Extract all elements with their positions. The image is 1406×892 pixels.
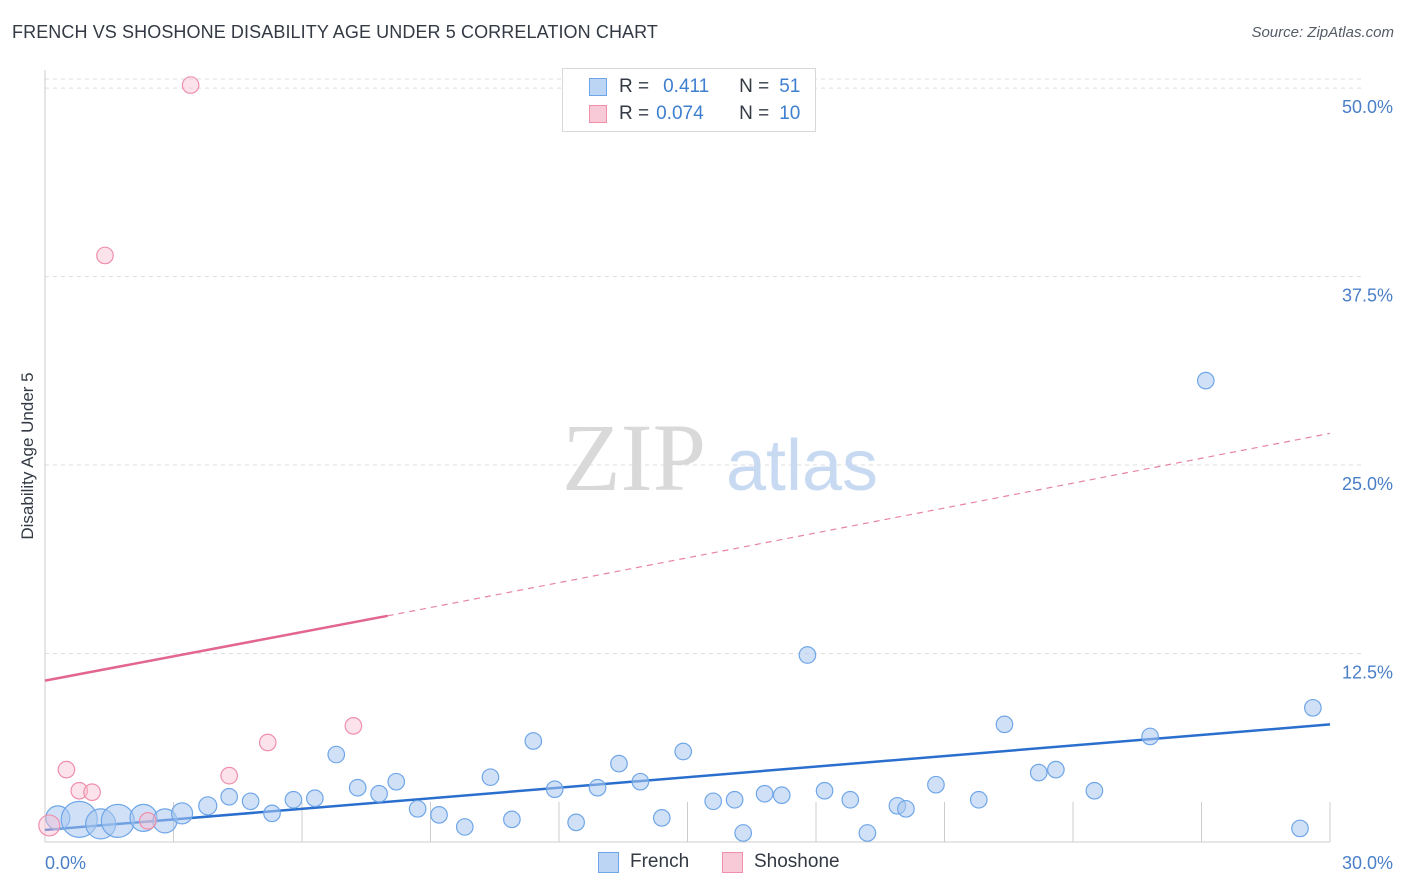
x-tick-label-min: 0.0% xyxy=(45,853,86,873)
source-label: Source: ZipAtlas.com xyxy=(1251,24,1394,41)
french-n-label: N = xyxy=(739,76,770,97)
french-point xyxy=(815,781,834,800)
legend-row-shoshone: R = 0.074 N = 10 xyxy=(589,102,800,126)
french-point xyxy=(588,778,607,797)
french-point xyxy=(481,768,500,787)
x-tick-label-max: 30.0% xyxy=(1342,853,1393,873)
french-point xyxy=(1291,819,1309,838)
shoshone-n-label: N = xyxy=(739,103,770,124)
french-point xyxy=(897,799,915,818)
legend-item-french[interactable]: French xyxy=(598,851,689,873)
legend-item-shoshone[interactable]: Shoshone xyxy=(722,851,840,873)
french-point xyxy=(631,772,650,791)
french-trend-line xyxy=(44,723,1331,832)
french-point xyxy=(100,803,135,838)
french-point xyxy=(503,810,521,829)
french-point xyxy=(725,790,744,809)
y-tick-label: 50.0% xyxy=(1342,97,1393,117)
french-point xyxy=(1047,760,1065,779)
legend-row-french: R = 0.411 N = 51 xyxy=(589,75,800,99)
shoshone-r-value: 0.074 xyxy=(656,103,704,124)
french-point xyxy=(545,780,564,799)
french-point xyxy=(170,802,194,825)
shoshone-point xyxy=(70,781,89,800)
french-legend-swatch xyxy=(598,851,619,873)
series-legend: French Shoshone xyxy=(0,851,1406,877)
french-swatch xyxy=(589,78,607,96)
chart-title: FRENCH VS SHOSHONE DISABILITY AGE UNDER … xyxy=(12,22,659,42)
french-point xyxy=(241,792,260,811)
french-point xyxy=(370,784,388,803)
tick-labels: 12.5% 25.0% 37.5% 50.0% 0.0% 30.0% xyxy=(45,97,1393,873)
shoshone-r-label: R = xyxy=(619,103,650,124)
french-point xyxy=(1304,698,1322,717)
shoshone-point xyxy=(83,783,101,802)
french-point xyxy=(995,715,1014,734)
french-point xyxy=(858,824,877,842)
french-point xyxy=(1085,781,1104,800)
watermark: ZIP atlas xyxy=(562,404,878,511)
french-point xyxy=(306,789,324,808)
shoshone-legend-swatch xyxy=(722,851,743,873)
french-point xyxy=(927,775,945,794)
shoshone-point xyxy=(258,733,277,752)
french-point xyxy=(969,790,988,809)
shoshone-swatch xyxy=(589,105,607,123)
shoshone-point xyxy=(57,760,76,779)
french-point xyxy=(772,786,791,805)
french-point xyxy=(610,754,628,773)
y-tick-label: 37.5% xyxy=(1342,286,1393,306)
french-point xyxy=(348,778,367,797)
french-point xyxy=(734,824,753,842)
shoshone-point xyxy=(181,76,200,94)
watermark-atlas: atlas xyxy=(726,426,878,506)
gridlines xyxy=(45,78,1365,655)
shoshone-point xyxy=(96,246,114,265)
shoshone-legend-label: Shoshone xyxy=(754,851,840,872)
french-point xyxy=(1141,727,1159,746)
data-points xyxy=(38,76,1322,842)
french-point xyxy=(263,804,281,823)
shoshone-point xyxy=(138,812,157,830)
french-point xyxy=(284,790,303,809)
french-point xyxy=(674,742,693,761)
shoshone-trend-extension xyxy=(387,432,1331,617)
french-r-label: R = xyxy=(619,76,650,97)
french-point xyxy=(387,772,406,791)
correlation-legend: R = 0.411 N = 51 R = 0.074 N = 10 xyxy=(562,68,816,132)
french-point xyxy=(524,732,543,750)
french-point xyxy=(1029,763,1048,782)
french-r-value: 0.411 xyxy=(663,76,710,97)
shoshone-trend-line xyxy=(44,614,388,682)
shoshone-point xyxy=(220,766,239,785)
y-tick-label: 25.0% xyxy=(1342,474,1393,494)
french-point xyxy=(755,784,774,803)
french-point xyxy=(652,809,671,827)
french-point xyxy=(704,792,723,811)
y-tick-label: 12.5% xyxy=(1342,663,1393,683)
french-point xyxy=(1196,371,1215,390)
french-point xyxy=(430,806,448,824)
axes xyxy=(44,70,1331,843)
french-n-value: 51 xyxy=(779,76,801,97)
shoshone-n-value: 10 xyxy=(779,103,801,124)
french-point xyxy=(198,796,218,816)
french-point xyxy=(408,799,427,818)
trend-lines xyxy=(44,432,1331,832)
french-point xyxy=(455,818,474,836)
french-point xyxy=(798,646,817,664)
french-point xyxy=(327,745,346,764)
watermark-zip: ZIP xyxy=(562,404,706,511)
shoshone-point xyxy=(38,814,61,837)
shoshone-point xyxy=(344,717,363,735)
french-point xyxy=(841,790,860,809)
french-legend-label: French xyxy=(630,851,690,872)
french-point xyxy=(567,813,585,832)
french-point xyxy=(220,787,239,806)
